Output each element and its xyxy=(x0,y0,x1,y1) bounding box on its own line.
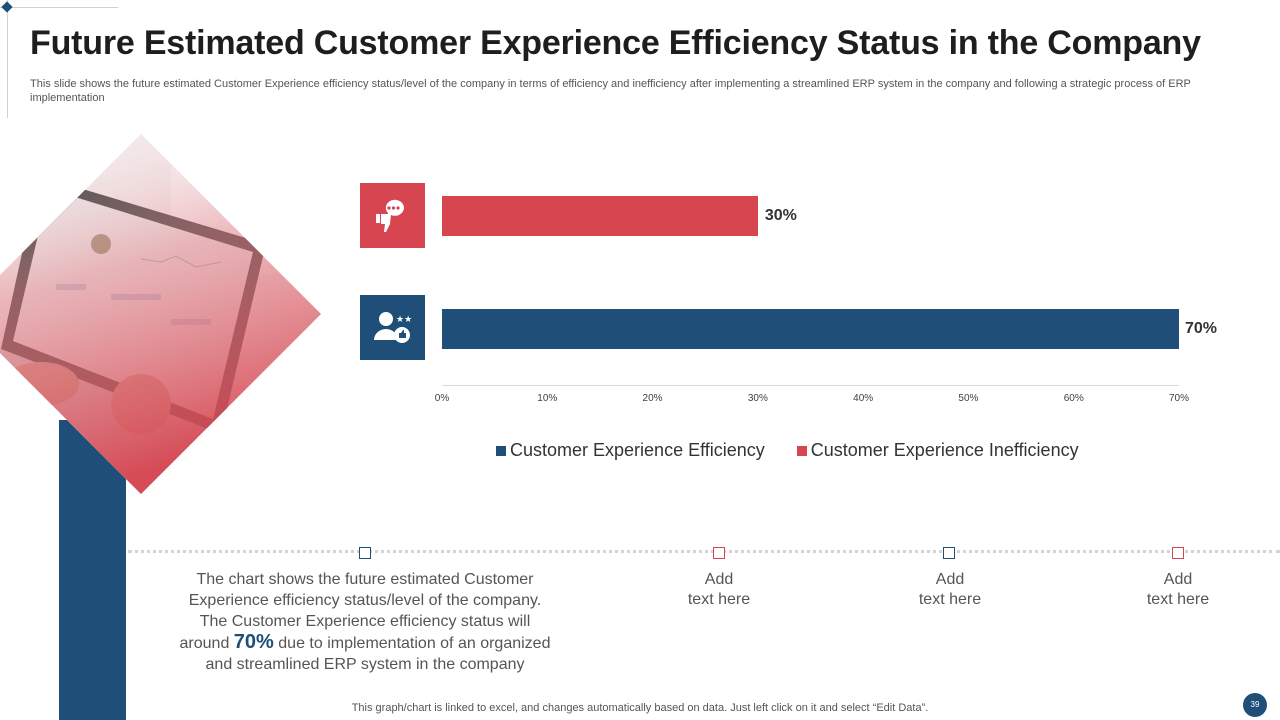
description-line: around 70% due to implementation of an o… xyxy=(160,632,570,654)
placeholder-text-1[interactable]: Add text here xyxy=(659,570,779,610)
x-tick-label: 20% xyxy=(642,393,663,404)
description-line: The chart shows the future estimated Cus… xyxy=(196,571,534,588)
page-number-badge: 39 xyxy=(1243,693,1267,717)
placeholder-line: Add xyxy=(935,571,965,588)
bar-customer-experience-inefficiency[interactable] xyxy=(442,196,758,236)
placeholder-line: text here xyxy=(687,591,751,608)
placeholder-line: Add xyxy=(704,571,734,588)
x-tick-label: 70% xyxy=(1168,393,1190,404)
placeholder-line: text here xyxy=(918,591,982,608)
corner-diamond xyxy=(1,1,13,13)
timeline-dotted-line xyxy=(128,550,1280,553)
decorative-blue-bar xyxy=(59,420,126,720)
bar-value-label-inefficiency: 30% xyxy=(764,207,797,224)
slide-title[interactable]: Future Estimated Customer Experience Eff… xyxy=(30,24,1201,62)
x-tick-label: 0% xyxy=(434,393,450,404)
x-tick-label: 60% xyxy=(1063,393,1084,404)
timeline-marker xyxy=(943,547,955,559)
corner-accent-line xyxy=(0,7,118,8)
laptop-photo[interactable] xyxy=(0,134,321,494)
placeholder-line: text here xyxy=(1146,591,1210,608)
bar-customer-experience-efficiency[interactable] xyxy=(442,309,1179,349)
placeholder-line: Add xyxy=(1163,571,1193,588)
description-text[interactable]: The chart shows the future estimated Cus… xyxy=(160,569,570,675)
svg-text:★★: ★★ xyxy=(396,315,412,325)
x-tick-label: 40% xyxy=(853,393,874,404)
legend-item-efficiency[interactable]: Customer Experience Efficiency xyxy=(496,440,765,461)
description-fragment: due to implementation of an organized xyxy=(278,635,551,652)
description-fragment: around xyxy=(179,635,230,652)
timeline-marker xyxy=(713,547,725,559)
slide-subtitle[interactable]: This slide shows the future estimated Cu… xyxy=(30,78,1191,104)
timeline-marker xyxy=(1172,547,1184,559)
legend-item-inefficiency[interactable]: Customer Experience Inefficiency xyxy=(796,440,1079,461)
x-tick-label: 10% xyxy=(537,393,558,404)
timeline-marker xyxy=(359,547,371,559)
description-line: Experience efficiency status/level of th… xyxy=(188,592,542,609)
description-line: The Customer Experience efficiency statu… xyxy=(199,613,531,630)
legend-swatch-efficiency xyxy=(496,445,506,456)
chart-legend[interactable]: Customer Experience Efficiency Customer … xyxy=(496,440,1111,461)
bar-value-label-efficiency: 70% xyxy=(1185,320,1218,337)
description-line: and streamlined ERP system in the compan… xyxy=(205,656,525,673)
x-tick-label: 30% xyxy=(747,393,768,404)
legend-label-efficiency: Customer Experience Efficiency xyxy=(510,440,765,460)
footer-note: This graph/chart is linked to excel, and… xyxy=(351,702,929,714)
corner-accent-line-vertical xyxy=(7,0,8,118)
placeholder-text-3[interactable]: Add text here xyxy=(1118,570,1238,610)
description-highlight: 70% xyxy=(233,631,274,653)
legend-label-inefficiency: Customer Experience Inefficiency xyxy=(810,440,1079,460)
legend-swatch-inefficiency xyxy=(796,445,807,456)
placeholder-text-2[interactable]: Add text here xyxy=(890,570,1010,610)
user-star-thumbs-up-icon: ★★ xyxy=(360,295,425,360)
x-axis-line xyxy=(442,385,1179,386)
x-tick-label: 50% xyxy=(958,393,979,404)
thumbs-down-chat-icon xyxy=(360,183,425,248)
